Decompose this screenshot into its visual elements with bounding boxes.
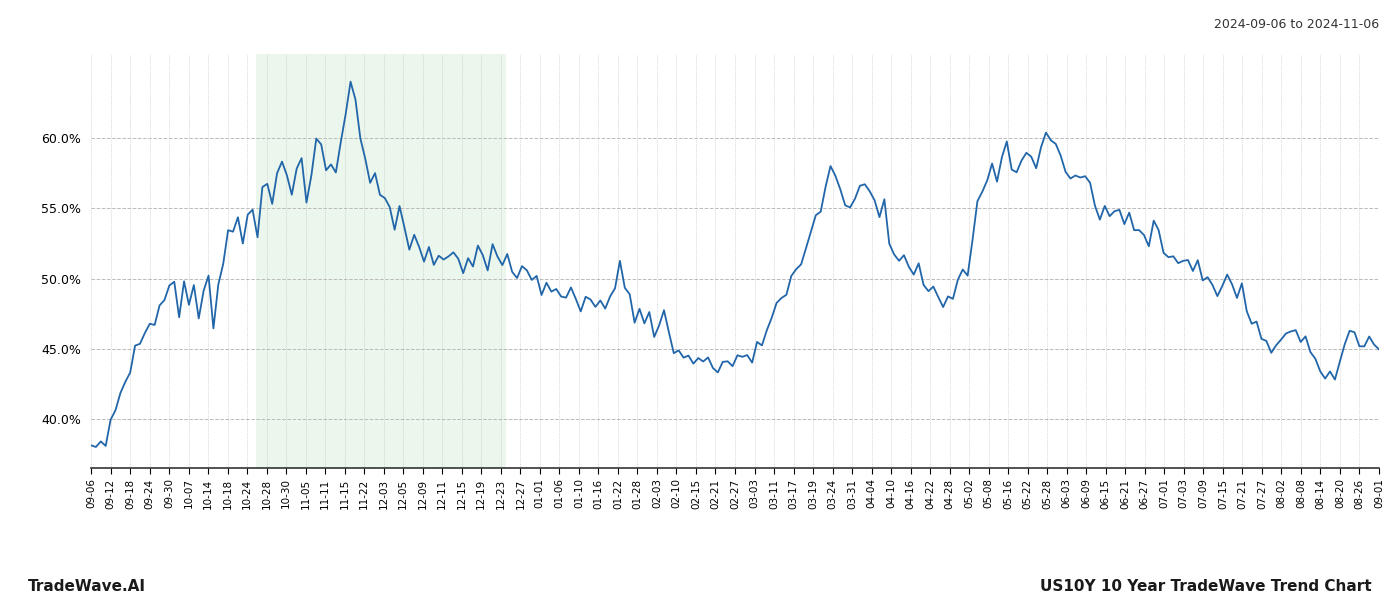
Text: TradeWave.AI: TradeWave.AI xyxy=(28,579,146,594)
Bar xyxy=(256,54,505,468)
Text: US10Y 10 Year TradeWave Trend Chart: US10Y 10 Year TradeWave Trend Chart xyxy=(1040,579,1372,594)
Text: 2024-09-06 to 2024-11-06: 2024-09-06 to 2024-11-06 xyxy=(1214,18,1379,31)
